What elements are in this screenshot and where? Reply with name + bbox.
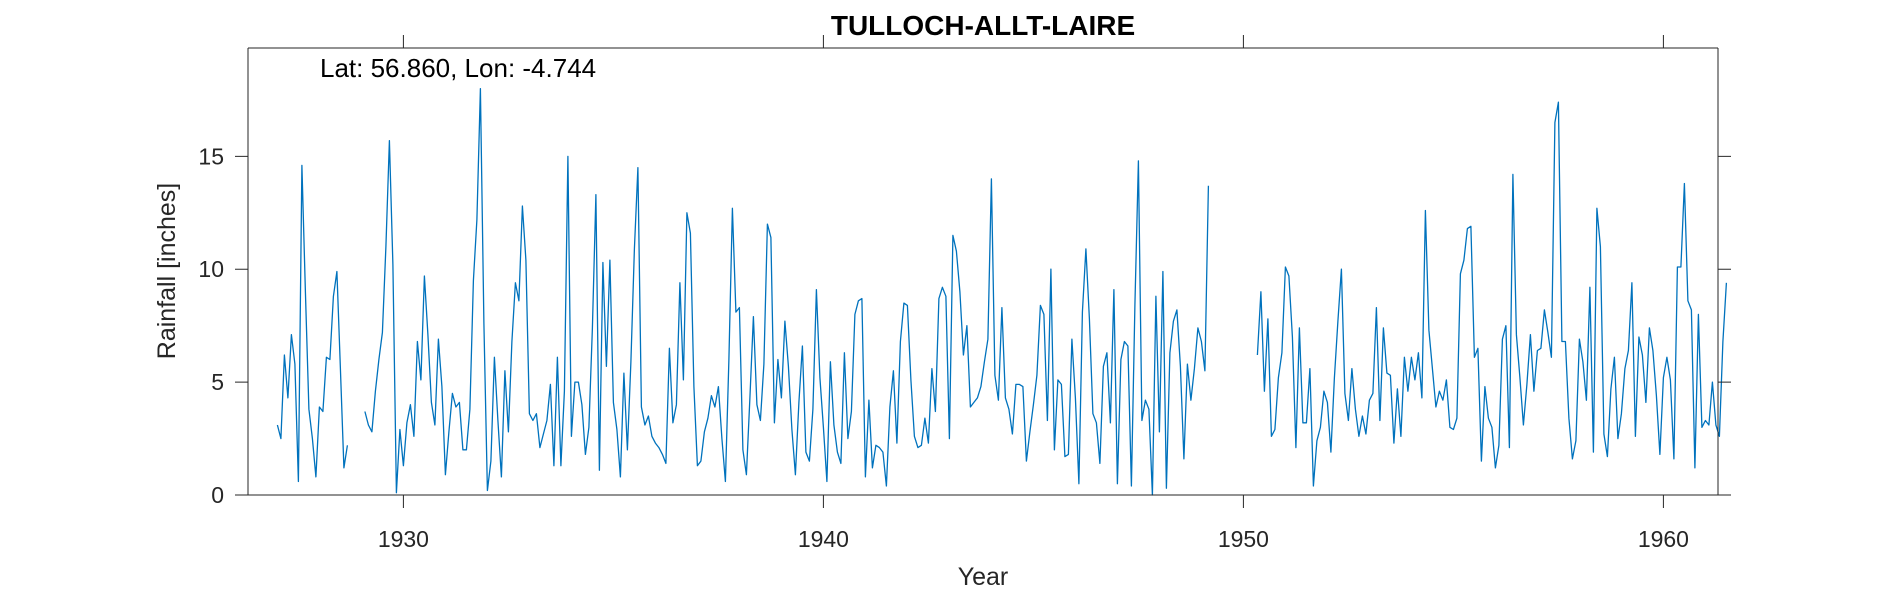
y-tick-label-0: 0 bbox=[211, 482, 224, 508]
chart-title: TULLOCH-ALLT-LAIRE bbox=[831, 10, 1135, 41]
y-tick-label-10: 10 bbox=[198, 256, 224, 282]
tick-labels: 1930 1940 1950 1960 0 5 10 15 bbox=[198, 143, 1689, 552]
x-tick-label-1940: 1940 bbox=[798, 526, 849, 552]
y-axis-label: Rainfall [inches] bbox=[153, 183, 181, 359]
y-tick-label-5: 5 bbox=[211, 369, 224, 395]
rainfall-series-line bbox=[276, 87, 1728, 496]
tick-marks bbox=[235, 35, 1731, 508]
y-tick-label-15: 15 bbox=[198, 143, 224, 169]
location-annotation: Lat: 56.860, Lon: -4.744 bbox=[320, 53, 596, 83]
x-tick-label-1960: 1960 bbox=[1638, 526, 1689, 552]
x-tick-label-1950: 1950 bbox=[1218, 526, 1269, 552]
axes bbox=[247, 47, 1719, 496]
x-tick-label-1930: 1930 bbox=[378, 526, 429, 552]
plot-area bbox=[248, 48, 1718, 495]
x-axis-label: Year bbox=[958, 563, 1009, 591]
